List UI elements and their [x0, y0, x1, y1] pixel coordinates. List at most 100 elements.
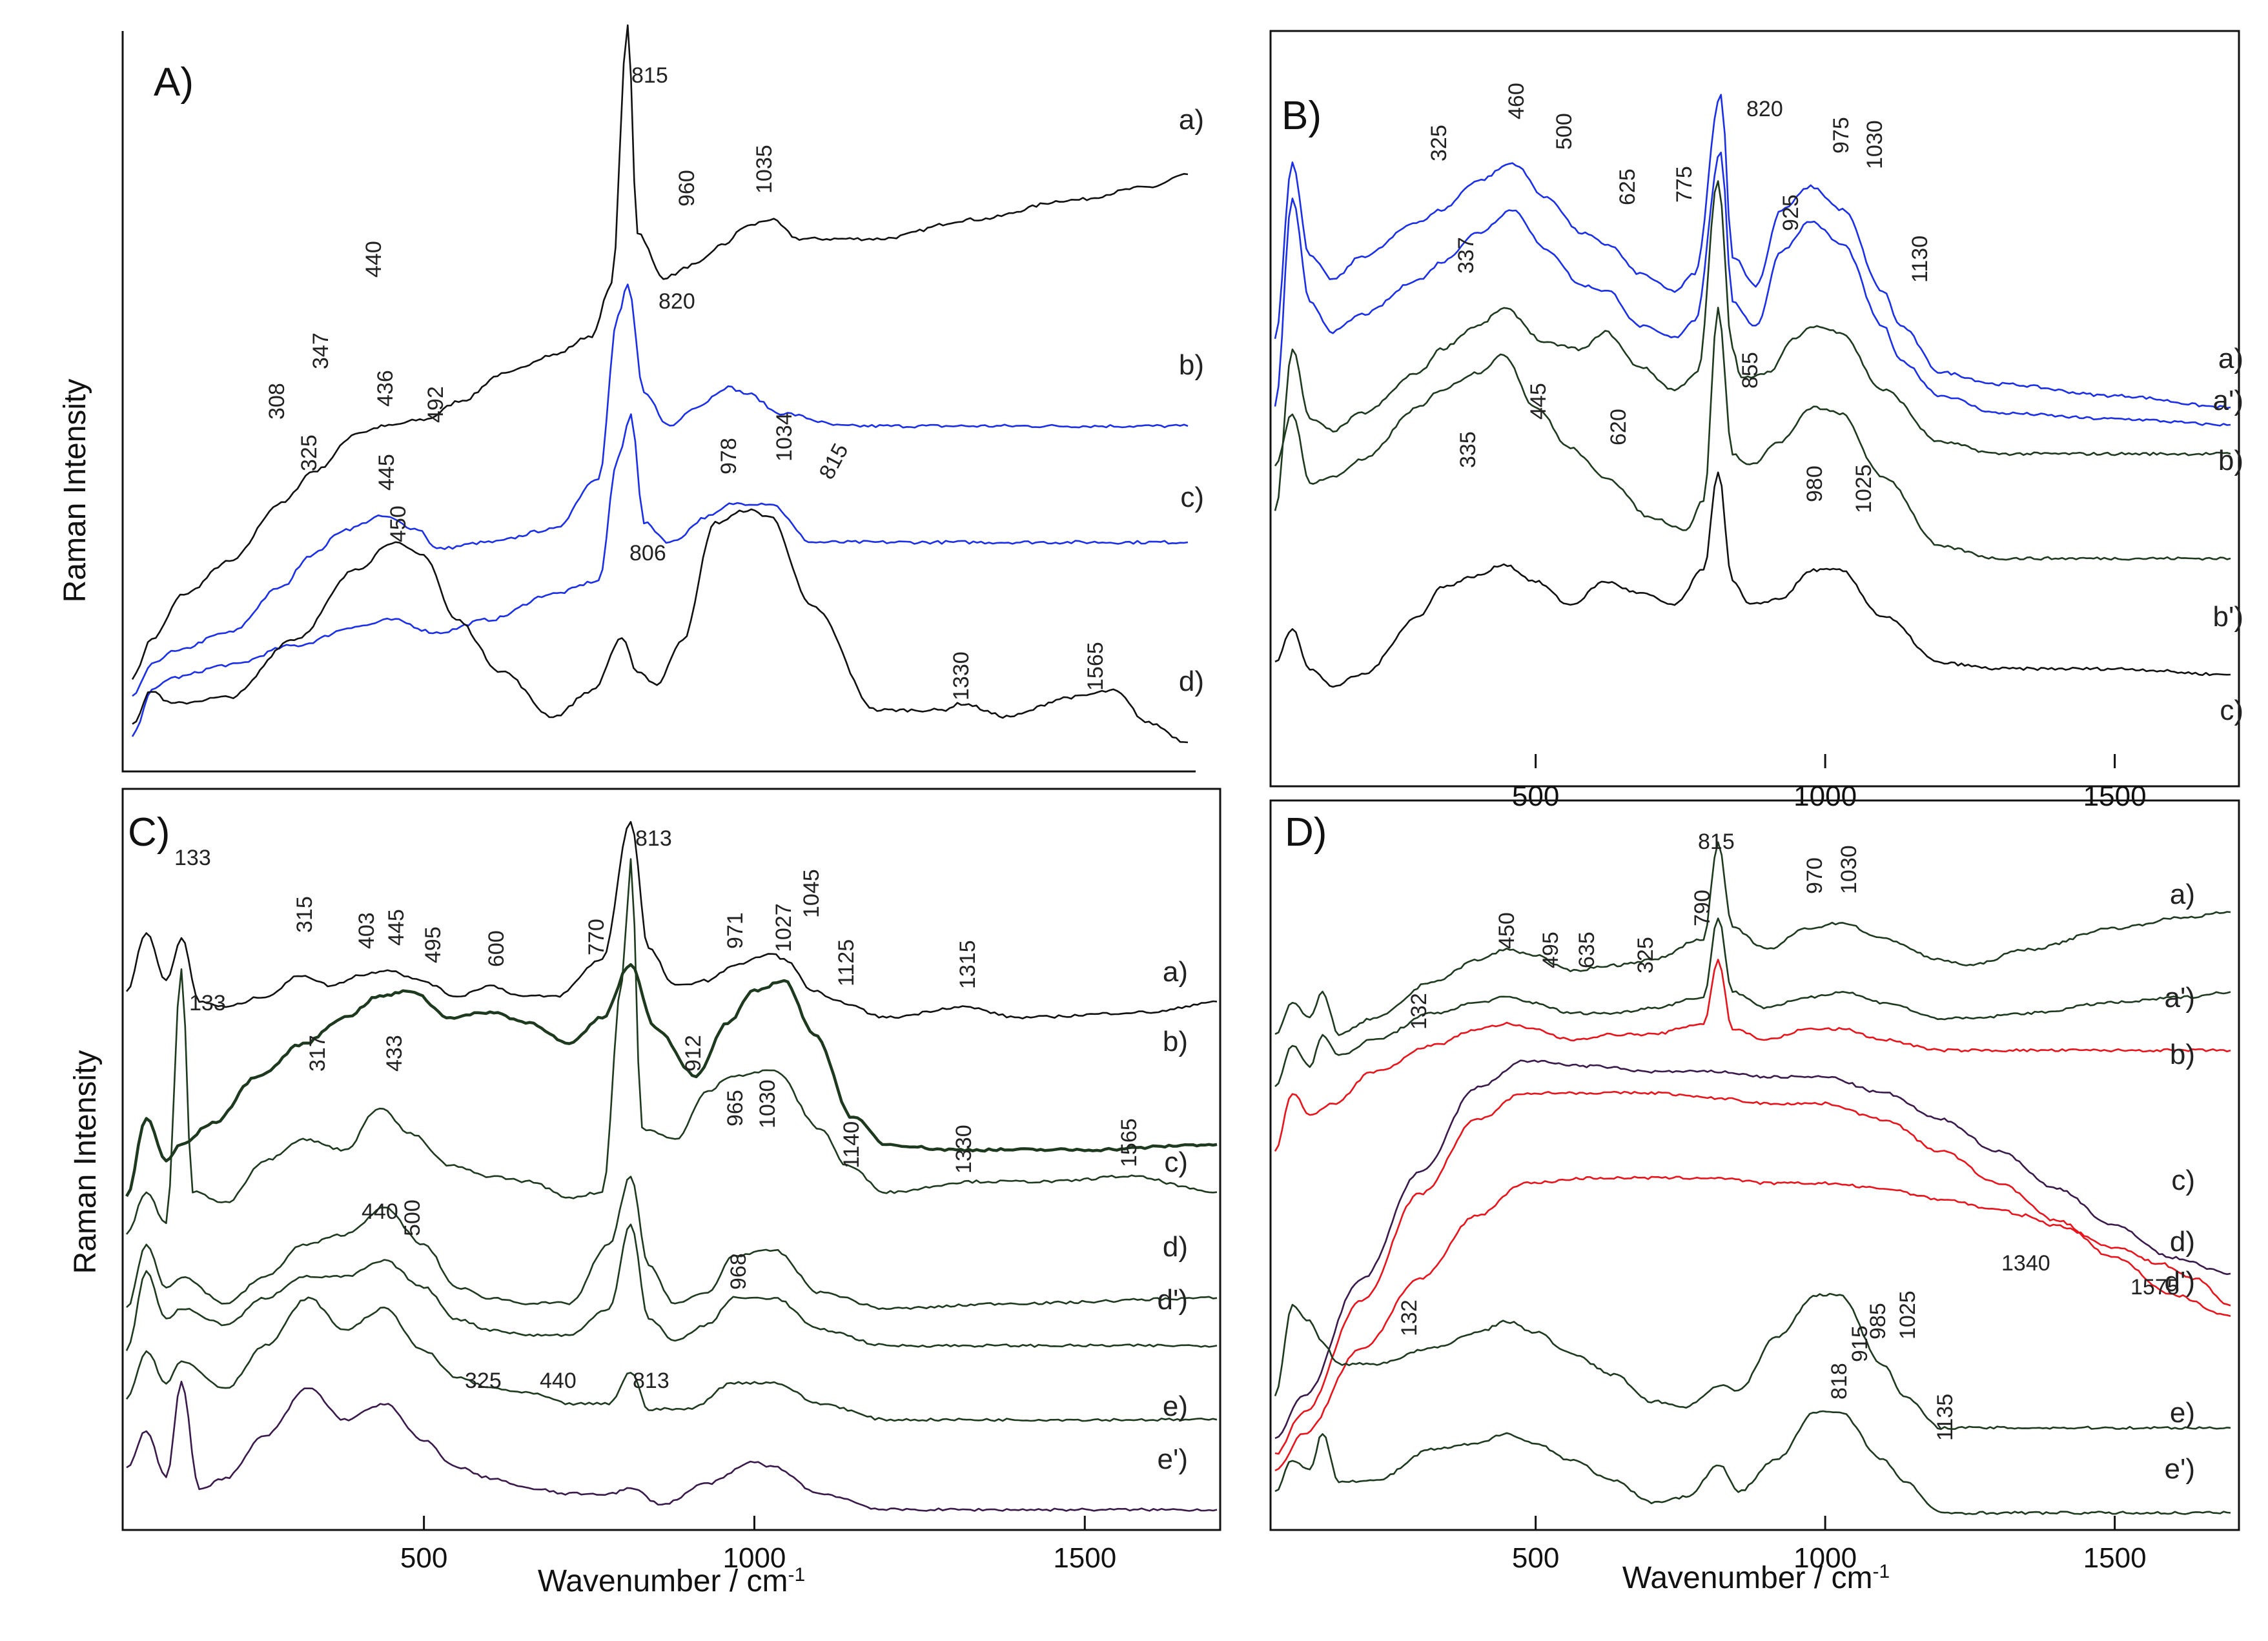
peak-annotation: 820	[1746, 97, 1783, 121]
spectrum-line-b-0	[1274, 94, 2231, 409]
spectrum-line-d-6	[1274, 1292, 2231, 1431]
peak-annotation: 818	[1827, 1363, 1852, 1400]
peak-annotation: 132	[1407, 993, 1431, 1030]
spectrum-line-d-3	[1274, 1059, 2231, 1440]
peak-annotation: 325	[1633, 937, 1658, 973]
spectrum-line-d-0	[1274, 841, 2231, 1036]
curve-label: c)	[2220, 695, 2243, 726]
x-tick-label: 1000	[1793, 1542, 1857, 1574]
panel-a-axes	[121, 31, 1196, 773]
peak-annotation: 133	[189, 991, 226, 1015]
peak-annotation: 775	[1672, 166, 1697, 203]
spectrum-line-a-3	[132, 508, 1189, 744]
peak-annotation: 1315	[955, 940, 980, 989]
peak-annotation: 1035	[752, 145, 777, 194]
curve-label: b)	[2218, 445, 2243, 476]
curve-label: b)	[1179, 349, 1204, 381]
peak-annotation: 433	[382, 1035, 407, 1072]
peak-annotation: 325	[465, 1369, 502, 1393]
x-tick-label: 500	[400, 1542, 447, 1574]
peak-annotation: 635	[1575, 932, 1599, 968]
curve-label: e')	[1157, 1443, 1188, 1475]
panel-c-label: C)	[128, 810, 170, 855]
peak-annotation: 975	[1829, 117, 1854, 154]
peak-annotation: 500	[1552, 113, 1577, 150]
peak-annotation: 620	[1606, 409, 1631, 445]
spectrum-line-d-5	[1274, 1176, 2231, 1472]
spectrum-line-c-3	[126, 1176, 1218, 1310]
peak-annotation: 970	[1803, 857, 1827, 894]
peak-annotation: 965	[723, 1090, 748, 1126]
spectrum-line-d-2	[1274, 959, 2231, 1152]
peak-annotation: 347	[309, 332, 333, 369]
peak-annotation: 1135	[1933, 1394, 1957, 1441]
peak-annotation: 1025	[1852, 464, 1876, 513]
curve-label: e')	[2164, 1453, 2195, 1485]
peak-annotation: 1575	[2130, 1275, 2180, 1300]
x-axis-label-text: Wavenumber / cm	[538, 1564, 788, 1598]
curve-label: e)	[2170, 1397, 2195, 1429]
peak-annotation: 925	[1779, 194, 1803, 231]
curve-label: b')	[2212, 601, 2243, 633]
spectrum-line-c-6	[126, 1380, 1218, 1512]
panel-d-x-axis-label: Wavenumber / cm-1	[1622, 1561, 1890, 1595]
peak-annotation: 985	[1866, 1303, 1890, 1340]
panel-c-y-axis-label: Raman Intensity	[68, 1050, 103, 1274]
spectrum-line-c-5	[125, 1296, 1218, 1422]
panel-d-label: D)	[1285, 810, 1327, 855]
spectrum-line-b-1	[1274, 152, 2231, 427]
spectrum-line-a-1	[132, 283, 1189, 697]
peak-annotation: 317	[305, 1035, 330, 1072]
spectrum-line-d-4	[1274, 1090, 2231, 1455]
peak-annotation: 450	[386, 505, 411, 542]
peak-annotation: 813	[635, 826, 672, 851]
peak-annotation: 820	[659, 289, 695, 314]
spectrum-line-d-7	[1274, 1410, 2231, 1515]
x-tick-label: 500	[1512, 780, 1559, 812]
x-tick-label: 1000	[1793, 780, 1857, 812]
series-layer	[125, 24, 2231, 1515]
panel-b-frame	[1269, 30, 2240, 788]
peak-annotation: 132	[1397, 1300, 1422, 1336]
x-axis-label-superscript: -1	[788, 1564, 805, 1585]
spectrum-line-b-2	[1274, 180, 2231, 511]
annotation-layer: 815 960 1035 440 308 347 820 436 492 325 445 978 103…	[174, 63, 2180, 1441]
curve-label: b)	[1163, 1026, 1188, 1057]
peak-annotation: 978	[717, 438, 741, 474]
peak-annotation: 440	[362, 241, 386, 278]
x-axis-label-superscript: -1	[1872, 1561, 1890, 1582]
curve-label: d)	[1179, 666, 1204, 697]
peak-annotation: 325	[1427, 125, 1451, 161]
peak-annotation: 770	[584, 919, 609, 955]
panel-a-y-axis-label: Raman Intensity	[58, 379, 92, 603]
peak-annotation: 600	[484, 930, 509, 967]
peak-annotation: 1045	[799, 869, 824, 918]
peak-annotation: 133	[174, 846, 211, 870]
peak-annotation: 335	[1456, 431, 1480, 468]
curve-label: a)	[1163, 956, 1188, 988]
peak-annotation: 1565	[1083, 642, 1108, 691]
x-tick-label: 500	[1512, 1542, 1559, 1574]
curve-label: a')	[2164, 982, 2195, 1014]
tick-layer: 500 1000 1500 500 1000 1500 500 1000 1500	[400, 754, 2147, 1574]
curve-label: c)	[2171, 1165, 2195, 1196]
peak-annotation: 915	[1848, 1325, 1872, 1362]
spectrum-line-a-2	[131, 413, 1189, 737]
curve-label: c)	[1164, 1147, 1188, 1178]
curve-label: d')	[1157, 1284, 1188, 1316]
peak-annotation: 403	[354, 912, 379, 949]
curve-label: e)	[1163, 1391, 1188, 1422]
peak-annotation: 495	[1538, 932, 1563, 968]
peak-annotation: 855	[1738, 352, 1762, 389]
peak-annotation: 460	[1504, 83, 1529, 119]
curve-label: a')	[2212, 385, 2243, 416]
spectrum-line-b-4	[1274, 471, 2231, 688]
peak-annotation: 790	[1690, 890, 1715, 926]
peak-annotation: 495	[421, 926, 445, 963]
peak-annotation: 436	[373, 370, 398, 407]
peak-annotation: 1030	[755, 1079, 780, 1128]
curve-label: d')	[2164, 1266, 2195, 1298]
spectrum-line-c-4	[125, 1223, 1218, 1351]
